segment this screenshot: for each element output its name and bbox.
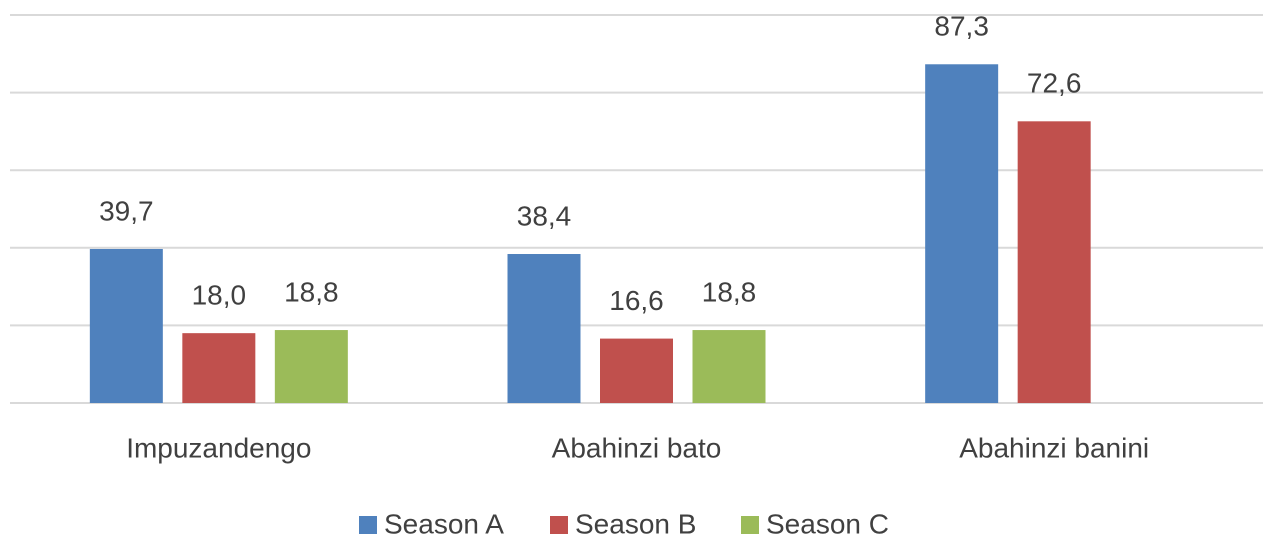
bar (692, 330, 766, 403)
bar (507, 254, 581, 403)
bar (89, 248, 163, 403)
data-label: 72,6 (1027, 68, 1082, 99)
x-tick-label: Abahinzi banini (959, 432, 1149, 463)
bar (1017, 121, 1091, 403)
legend-swatch (359, 516, 377, 534)
x-tick-label: Impuzandengo (126, 432, 311, 463)
data-label: 87,3 (934, 11, 989, 42)
bar (274, 330, 348, 403)
data-label: 18,0 (192, 280, 247, 311)
data-label: 18,8 (702, 276, 757, 307)
data-label: 39,7 (99, 195, 154, 226)
legend-label: Season B (575, 508, 696, 539)
data-label: 18,8 (284, 276, 339, 307)
legend-label: Season C (766, 508, 889, 539)
x-tick-label: Abahinzi bato (552, 432, 722, 463)
legend-swatch (741, 516, 759, 534)
bar (600, 338, 673, 403)
data-label: 38,4 (517, 200, 572, 231)
data-label: 16,6 (609, 285, 664, 316)
bar (925, 64, 999, 403)
legend-label: Season A (384, 508, 504, 539)
legend-swatch (550, 516, 568, 534)
bar (182, 333, 256, 403)
